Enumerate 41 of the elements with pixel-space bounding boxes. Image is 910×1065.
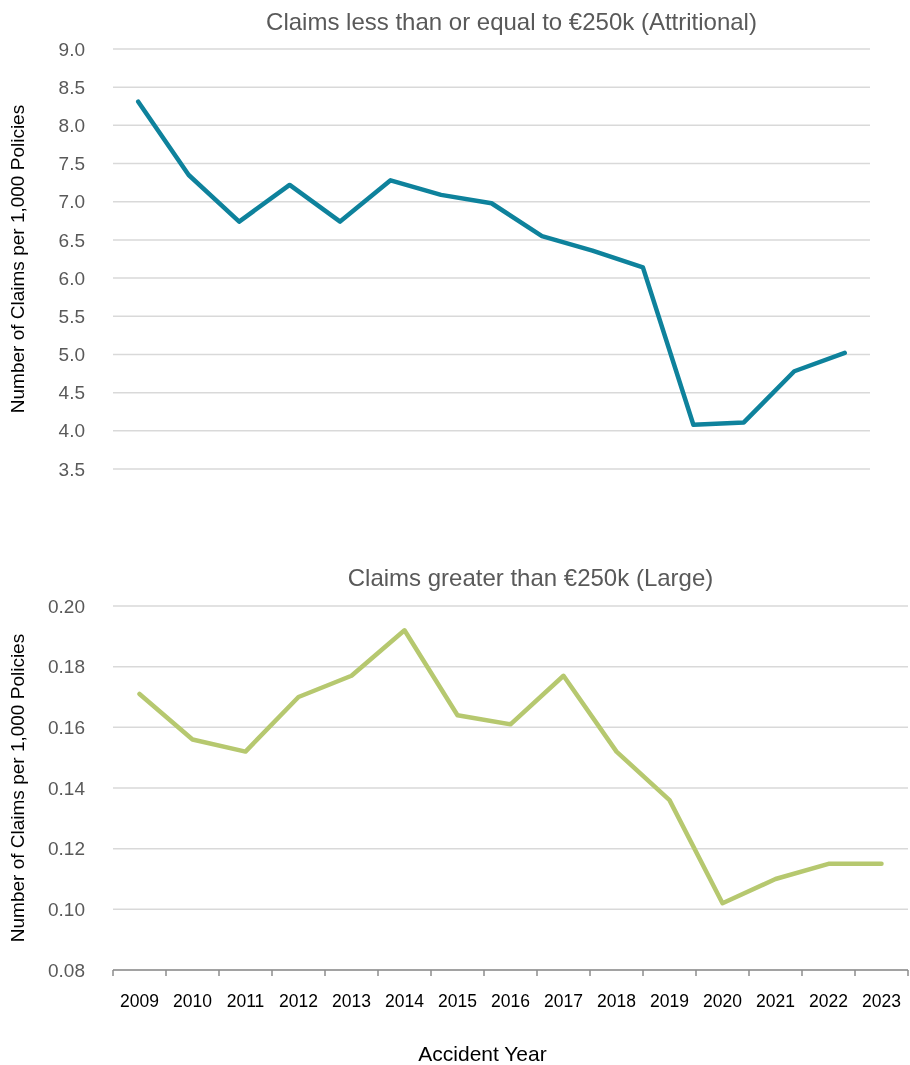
x-tick-label: 2023 [862, 991, 901, 1011]
y-tick-label: 0.16 [48, 716, 85, 738]
x-tick-label: 2009 [120, 991, 159, 1011]
line-series [137, 628, 884, 906]
chart-title: Claims less than or equal to €250k (Attritional) [266, 8, 757, 35]
y-tick-label: 6.0 [58, 267, 85, 289]
y-tick-label: 5.0 [58, 344, 85, 366]
x-tick-label: 2011 [226, 991, 265, 1011]
y-tick-label: 0.20 [48, 595, 85, 617]
x-tick-label: 2014 [385, 991, 425, 1011]
y-tick-label: 7.5 [58, 153, 85, 175]
line-series [135, 99, 848, 427]
x-tick-label: 2018 [597, 991, 636, 1011]
y-tick-label: 0.18 [48, 656, 85, 678]
x-tick-label: 2016 [491, 991, 530, 1011]
y-tick-label: 7.0 [58, 191, 85, 213]
y-tick-label: 0.08 [48, 959, 85, 981]
x-tick-label: 2019 [650, 991, 689, 1011]
y-tick-label: 8.0 [58, 115, 85, 137]
x-tick-label: 2020 [703, 991, 743, 1011]
y-tick-label: 4.0 [58, 420, 85, 442]
y-tick-label: 0.14 [48, 777, 86, 799]
y-tick-label: 6.5 [58, 229, 85, 251]
y-tick-label: 3.5 [58, 458, 85, 480]
y-tick-label: 9.0 [58, 38, 85, 60]
y-axis-title: Number of Claims per 1,000 Policies [7, 633, 28, 943]
x-tick-label: 2017 [544, 991, 583, 1011]
y-axis-title: Number of Claims per 1,000 Policies [7, 104, 28, 414]
chart-title: Claims greater than €250k (Large) [347, 564, 714, 591]
x-tick-label: 2015 [438, 991, 477, 1011]
x-axis-title: Accident Year [418, 1042, 547, 1065]
x-tick-label: 2013 [332, 991, 371, 1011]
y-tick-label: 4.5 [58, 382, 85, 404]
y-tick-label: 5.5 [58, 305, 85, 327]
x-tick-label: 2022 [809, 991, 848, 1011]
x-tick-label: 2010 [173, 991, 213, 1011]
x-tick-label: 2021 [756, 991, 795, 1011]
x-tick-label: 2012 [279, 991, 318, 1011]
y-tick-label: 0.10 [48, 898, 85, 920]
y-tick-label: 0.12 [48, 838, 85, 860]
y-tick-label: 8.5 [58, 76, 85, 98]
